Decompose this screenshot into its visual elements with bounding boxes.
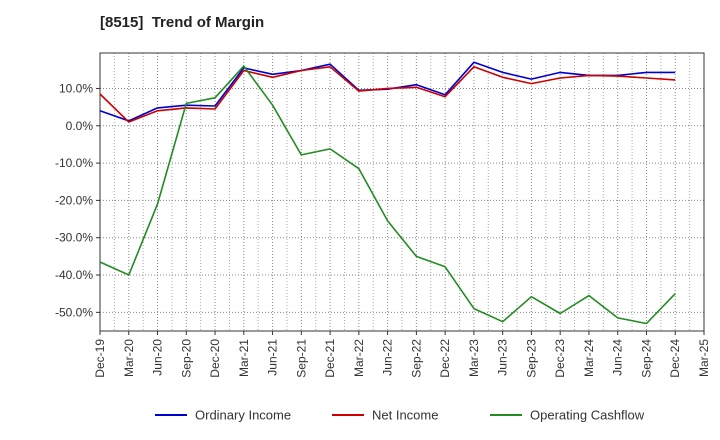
x-tick-label: Dec-23 [553,339,567,378]
x-tick-label: Jun-21 [266,339,280,376]
x-tick-label: Jun-23 [496,339,510,376]
x-tick-label: Sep-21 [294,339,308,378]
x-tick-label: Sep-23 [524,339,538,378]
y-tick-label: -20.0% [55,193,93,207]
axes [96,52,705,335]
x-tick-label: Mar-25 [697,339,711,377]
x-tick-label: Dec-19 [93,339,107,378]
y-tick-label: -10.0% [55,156,93,170]
x-tick-label: Mar-20 [122,339,136,377]
x-tick-label: Mar-24 [582,339,596,377]
x-tick-label: Mar-23 [467,339,481,377]
y-tick-label: -50.0% [55,305,93,319]
x-tick-label: Jun-20 [151,339,165,376]
legend-label: Ordinary Income [195,408,291,423]
x-tick-label: Sep-20 [179,339,193,378]
legend: Ordinary Income Net Income Operating Cashf… [155,408,645,423]
series-lines [99,61,676,325]
series-line-operating-cashflow [99,65,676,325]
x-tick-label: Jun-24 [611,339,625,376]
x-tick-label: Jun-22 [381,339,395,376]
x-tick-label: Mar-21 [237,339,251,377]
y-tick-label: -40.0% [55,268,93,282]
y-tick-label: 10.0% [59,81,93,95]
y-tick-label: -30.0% [55,231,93,245]
series-line-net-income [99,66,676,123]
chart-title: [8515] Trend of Margin [100,14,265,31]
legend-label: Operating Cashflow [530,408,645,423]
x-tick-label: Sep-22 [409,339,423,378]
grid-lines [99,53,705,331]
tick-labels: 10.0% 0.0% -10.0% -20.0% -30.0% -40.0% -50.0% D… [55,81,711,377]
x-tick-label: Dec-20 [208,339,222,378]
x-tick-label: Dec-21 [323,339,337,378]
x-tick-label: Dec-22 [438,339,452,378]
x-tick-label: Dec-24 [668,339,682,378]
plot-frame [99,52,705,332]
x-tick-label: Sep-24 [639,339,653,378]
legend-label: Net Income [372,408,438,423]
y-tick-label: 0.0% [66,119,94,133]
x-tick-label: Mar-22 [352,339,366,377]
